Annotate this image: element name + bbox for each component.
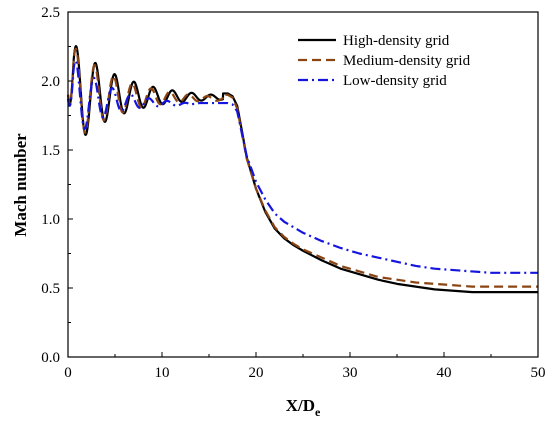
- x-axis-title-main: X/D: [286, 396, 315, 415]
- legend-label-3: Low-density grid: [343, 73, 447, 89]
- y-tick-label-0.0: 0.0: [41, 350, 60, 366]
- ticks-layer: 0 10 20 30 40 50 0.0 0.5 1.0 1.5 2.0 2.5: [41, 5, 545, 381]
- x-tick-label-10: 10: [155, 365, 170, 381]
- x-tick-label-0: 0: [64, 365, 72, 381]
- y-tick-label-1.0: 1.0: [41, 212, 60, 228]
- series-line-2: [66, 47, 538, 288]
- y-tick-label-2.5: 2.5: [41, 5, 60, 21]
- y-tick-label-1.5: 1.5: [41, 143, 60, 159]
- legend-label-1: High-density grid: [343, 33, 450, 49]
- legend: High-density grid Medium-density grid Low-…: [298, 33, 471, 89]
- x-tick-label-20: 20: [249, 365, 264, 381]
- series-layer: [66, 45, 538, 294]
- x-axis-title: X/De: [286, 396, 321, 419]
- x-tick-label-40: 40: [437, 365, 452, 381]
- y-tick-label-2.0: 2.0: [41, 74, 60, 90]
- y-tick-label-0.5: 0.5: [41, 281, 60, 297]
- series-line-1: [66, 45, 538, 294]
- y-axis-title: Mach number: [11, 133, 30, 237]
- x-tick-label-30: 30: [343, 365, 358, 381]
- x-tick-label-50: 50: [531, 365, 546, 381]
- x-axis-title-subscript: e: [315, 405, 321, 419]
- legend-label-2: Medium-density grid: [343, 53, 471, 69]
